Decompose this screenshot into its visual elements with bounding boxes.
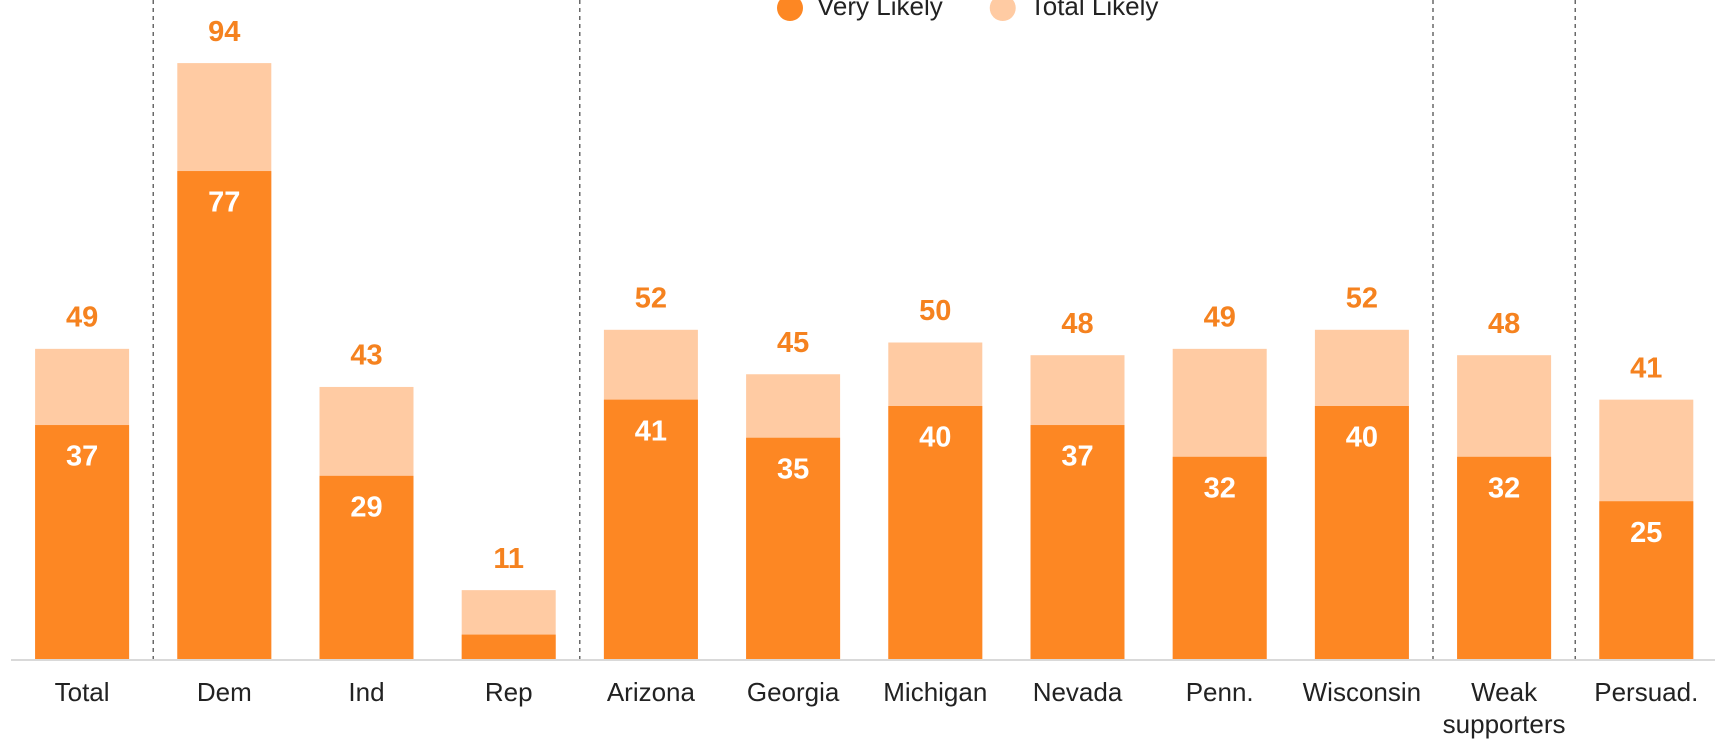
x-tick-label: Total — [54, 677, 110, 707]
x-tick-label: Persuad. — [1594, 677, 1699, 707]
value-label: 49 — [66, 302, 98, 334]
x-tick-label: Arizona — [606, 677, 695, 707]
x-tick-label: Weak supporters — [1442, 677, 1566, 739]
value-label: 52 — [635, 282, 667, 314]
value-label: 43 — [350, 340, 382, 372]
value-label: 40 — [1346, 422, 1378, 454]
value-label: 94 — [208, 16, 240, 48]
bar — [177, 171, 272, 661]
value-label: 48 — [1061, 308, 1093, 340]
x-tick-label: Penn. — [1185, 677, 1254, 707]
bar — [1457, 456, 1552, 660]
value-label: 45 — [777, 327, 809, 359]
x-tick-label: Georgia — [746, 677, 840, 707]
bar — [603, 399, 698, 660]
x-tick-label: Wisconsin — [1302, 677, 1422, 707]
bar — [319, 475, 414, 660]
x-tick-label: Dem — [196, 677, 252, 707]
value-label: 49 — [1204, 302, 1236, 334]
bar — [461, 634, 556, 660]
bar — [1599, 501, 1694, 660]
value-label: 37 — [66, 441, 98, 473]
value-label: 37 — [1061, 441, 1093, 473]
bar — [1030, 425, 1125, 660]
value-label: 41 — [1630, 352, 1662, 384]
x-tick-label: Rep — [484, 677, 533, 707]
value-label: 32 — [1204, 472, 1236, 504]
bar — [35, 425, 130, 660]
bar — [746, 437, 841, 660]
value-label: 32 — [1488, 472, 1520, 504]
value-label: 41 — [635, 415, 667, 447]
bar — [1172, 456, 1267, 660]
value-label: 11 — [493, 543, 524, 575]
x-tick-label: Nevada — [1032, 677, 1123, 707]
x-tick-label: Ind — [348, 677, 385, 707]
legend-swatch — [777, 0, 803, 21]
value-label: 50 — [919, 295, 951, 327]
value-label: 35 — [777, 453, 809, 485]
value-label: 29 — [350, 492, 382, 524]
value-label: 40 — [919, 422, 951, 454]
legend-label: Very Likely — [817, 0, 943, 21]
value-label: 48 — [1488, 308, 1520, 340]
bar — [1314, 406, 1409, 660]
x-tick-label: Michigan — [883, 677, 988, 707]
value-label: 25 — [1630, 517, 1662, 549]
legend-label: Total Likely — [1030, 0, 1159, 21]
value-label: 77 — [208, 187, 240, 219]
bar — [888, 406, 983, 660]
value-label: 52 — [1346, 282, 1378, 314]
legend-swatch — [989, 0, 1016, 21]
